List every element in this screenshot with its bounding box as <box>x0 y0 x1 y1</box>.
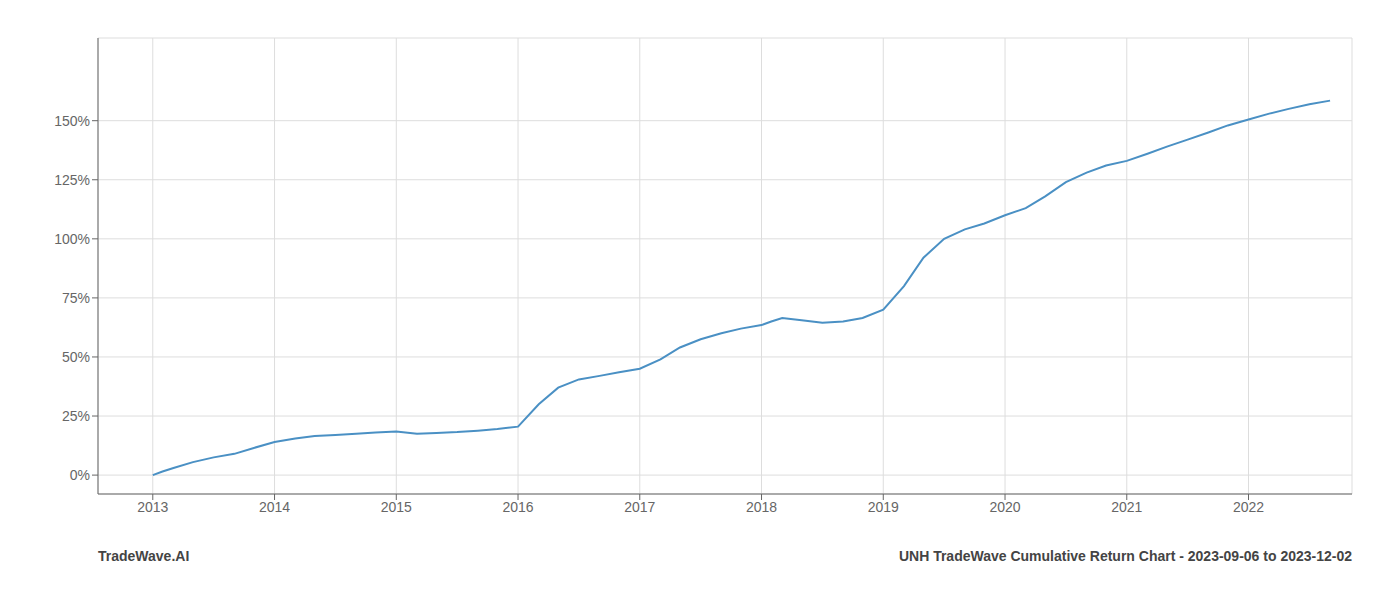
svg-text:150%: 150% <box>54 113 90 129</box>
svg-text:2016: 2016 <box>502 499 533 515</box>
html-text:TradeWave.AI: TradeWave.AI <box>98 548 190 564</box>
svg-text:2013: 2013 <box>137 499 168 515</box>
svg-text:2018: 2018 <box>746 499 777 515</box>
svg-text:2017: 2017 <box>624 499 655 515</box>
svg-text:2015: 2015 <box>381 499 412 515</box>
svg-text:125%: 125% <box>54 172 90 188</box>
svg-text:50%: 50% <box>62 349 90 365</box>
svg-text:2020: 2020 <box>989 499 1020 515</box>
html-text:UNH TradeWave Cumulative Retur: UNH TradeWave Cumulative Return Chart - … <box>898 548 1352 564</box>
svg-text:0%: 0% <box>70 467 90 483</box>
svg-text:2022: 2022 <box>1233 499 1264 515</box>
svg-text:2014: 2014 <box>259 499 290 515</box>
svg-text:75%: 75% <box>62 290 90 306</box>
svg-text:25%: 25% <box>62 408 90 424</box>
svg-text:100%: 100% <box>54 231 90 247</box>
svg-text:2021: 2021 <box>1111 499 1142 515</box>
svg-text:2019: 2019 <box>868 499 899 515</box>
